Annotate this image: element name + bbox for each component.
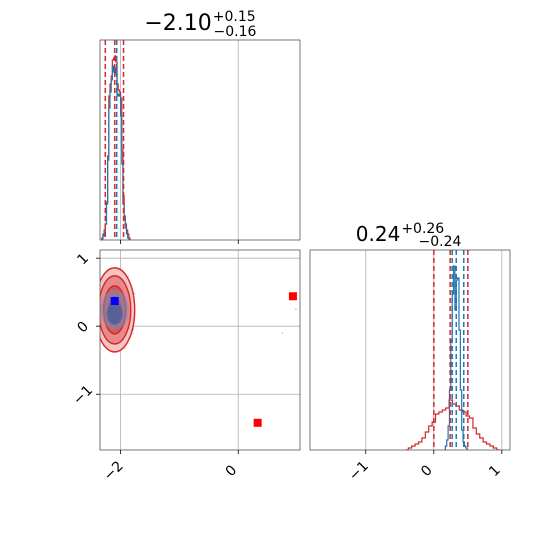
hist-2-tick-label: −1 <box>346 458 372 484</box>
contour-y-tick-label: −1 <box>70 382 96 408</box>
hist-2-frame <box>309 249 511 451</box>
hist-1-blue-series <box>101 65 130 240</box>
hist-2-tick-label: 1 <box>486 462 504 480</box>
hist-1-title: −2.10+0.15 <box>144 9 255 36</box>
contour-sample-point <box>94 320 96 322</box>
contour-sample-point <box>281 332 284 334</box>
hist-2-quantile-lines <box>433 250 469 450</box>
hist-1-title-plus: +0.15 <box>213 9 256 25</box>
contour-sample-point <box>93 297 95 299</box>
contour-levels <box>100 267 136 353</box>
hist-panel-param-1: −2.10+0.15 −0.16 <box>99 9 301 244</box>
hist-1-ticks <box>120 240 239 244</box>
hist-1-title-minus: −0.16 <box>214 24 257 40</box>
contour-blue-marker <box>110 297 119 306</box>
contour-blue-inner <box>106 302 123 325</box>
hist-1-title-median: −2.10 <box>144 11 211 36</box>
contour-panel: 1 0 −1 −2 0 <box>70 249 301 484</box>
contour-y-tick-label: 1 <box>74 251 92 269</box>
contour-sample-point <box>93 320 95 322</box>
contour-red-marker <box>253 418 262 427</box>
hist-2-title-plus: +0.26 <box>401 221 444 237</box>
hist-1-series <box>101 55 131 240</box>
hist-2-ticks: −1 0 1 <box>346 450 504 484</box>
hist-2-tick-label: 0 <box>418 462 436 480</box>
hist-1-quantile-lines <box>104 40 125 240</box>
contour-sample-point <box>127 275 130 278</box>
hist-2-title: 0.24+0.26 <box>356 221 445 246</box>
hist-1-grid <box>120 40 239 240</box>
contour-red-marker <box>288 292 297 301</box>
contour-sample-point <box>132 332 135 334</box>
hist-1-frame <box>99 39 301 241</box>
contour-sample-point <box>134 292 136 295</box>
hist-2-title-median: 0.24 <box>356 222 401 246</box>
contour-sample-point <box>124 347 126 349</box>
contour-x-tick-label: −2 <box>101 458 127 484</box>
contour-markers <box>110 292 297 427</box>
hist-2-title-minus: −0.24 <box>419 234 462 250</box>
contour-sample-point <box>96 320 98 322</box>
contour-sample-point <box>295 308 297 310</box>
contour-y-tick-label: 0 <box>74 319 92 337</box>
contour-frame <box>99 249 301 451</box>
hist-panel-param-2: −1 0 1 0.24+0.26 −0.24 <box>309 221 511 484</box>
contour-sample-point <box>94 300 96 302</box>
contour-x-tick-label: 0 <box>223 462 241 480</box>
contour-sample-point <box>97 311 99 313</box>
contour-sample-point <box>94 299 96 301</box>
contour-sample-point <box>95 324 97 326</box>
contour-sample-point <box>95 310 97 312</box>
